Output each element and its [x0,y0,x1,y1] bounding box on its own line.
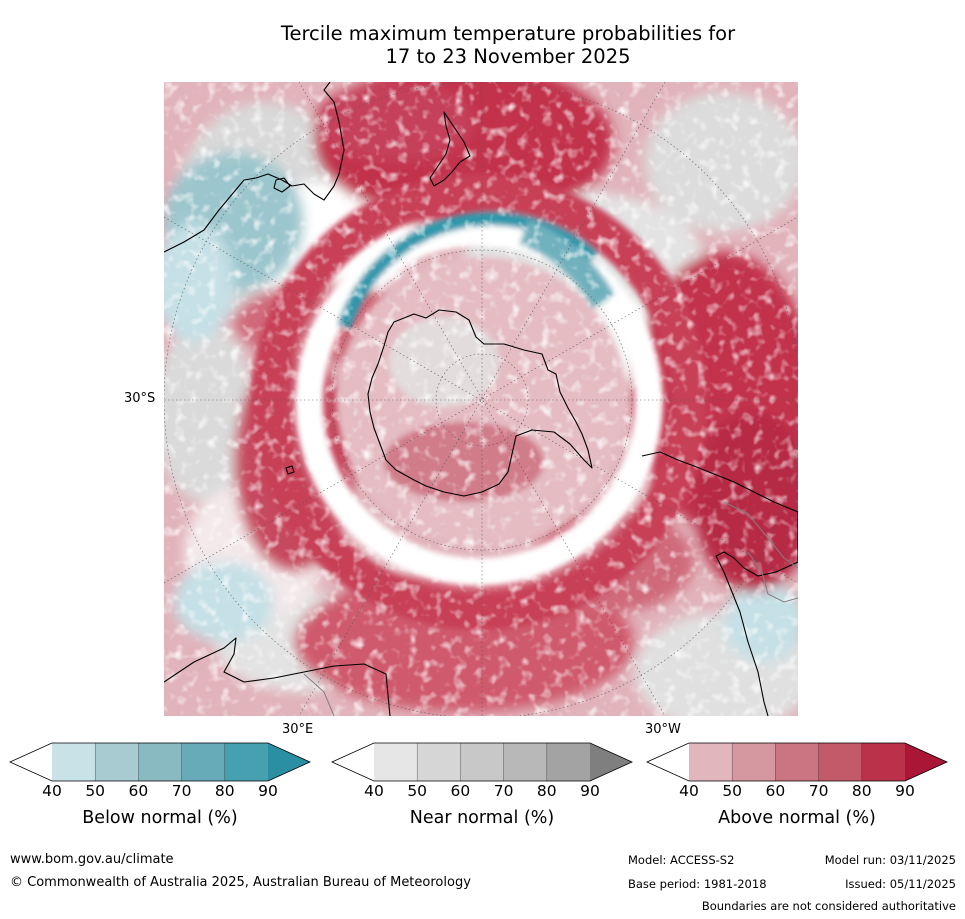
footer-url[interactable]: www.bom.gov.au/climate [10,852,174,867]
border-south-america [747,551,798,603]
colorbar-above-segment [775,743,819,781]
colorbar-below-label: Below normal (%) [82,808,238,828]
colorbar-below-tick-label: 90 [258,782,278,800]
colorbar-above-segment [861,743,905,781]
coastline-africa [164,637,391,716]
footer-model: Model: ACCESS-S2 [628,853,735,867]
footer-disclaimer: Boundaries are not considered authoritat… [701,899,956,913]
colorbar-below-tick-label: 80 [214,782,235,800]
footer-base-period: Base period: 1981-2018 [628,877,767,891]
title-line-1: Tercile maximum temperature probabilitie… [280,22,736,45]
colorbar-above-outline [646,742,948,782]
colorbar-near-segment [546,743,590,781]
colorbar-below-segment [52,743,96,781]
colorbar-near-tick-label: 40 [364,782,384,800]
colorbar-near-segment [503,743,547,781]
title-line-2: 17 to 23 November 2025 [385,45,631,68]
coastline-new-zealand [429,111,471,187]
colorbar-below-max-extension [268,743,310,781]
coastline-tasmania [273,177,291,193]
colorbar-near-tick-label: 80 [536,782,557,800]
footer-model-run: Model run: 03/11/2025 [824,853,956,867]
colorbar-above-tick-label: 90 [895,782,915,800]
colorbar-below-tick-label: 60 [128,782,149,800]
colorbar-above-tick-label: 50 [722,782,743,800]
colorbar-near-max-extension [590,743,632,781]
colorbar-above-normal [646,742,948,782]
colorbar-near-label: Near normal (%) [409,808,555,828]
colorbar-near-ticks: 40 50 60 70 80 90 [332,782,632,802]
map-title: Tercile maximum temperature probabilitie… [160,22,856,68]
colorbar-above-segment [732,743,776,781]
colorbar-near-tick-label: 50 [407,782,428,800]
colorbar-below-segment [181,743,225,781]
colorbar-above-tick-label: 70 [808,782,829,800]
colorbar-above-tick-label: 80 [851,782,872,800]
colorbar-below-segment [95,743,139,781]
colorbar-above-tick-label: 40 [679,782,699,800]
colorbar-below-normal [9,742,311,782]
colorbar-above-ticks: 40 50 60 70 80 90 [647,782,947,802]
colorbar-near-tick-label: 70 [493,782,514,800]
colorbar-near-segment [460,743,504,781]
colorbar-near-outline [331,742,633,782]
colorbar-above-min-extension [647,743,689,781]
colorbar-below-outline [9,742,311,782]
footer-issued: Issued: 05/11/2025 [845,877,956,891]
polar-map-canvas [164,82,798,716]
colorbar-above-label: Above normal (%) [718,808,876,828]
colorbar-near-graphic [331,742,633,782]
colorbar-near-normal [331,742,633,782]
colorbar-below-segment [138,743,182,781]
colorbar-below-ticks: 40 50 60 70 80 90 [10,782,310,802]
colorbar-near-min-extension [332,743,374,781]
graticule [164,82,798,716]
colorbar-above-segment [689,743,733,781]
colorbar-below-segment [224,743,268,781]
colorbar-near-segment [417,743,461,781]
colorbar-near-segment [374,743,418,781]
colorbar-below-tick-label: 50 [85,782,106,800]
colorbar-above-segment [818,743,862,781]
coastline-kerguelen [285,465,295,475]
colorbar-above-max-extension [905,743,947,781]
field-texture [164,82,798,716]
colorbar-near-tick-label: 60 [450,782,471,800]
colorbar-near-tick-label: 90 [580,782,600,800]
colorbar-below-min-extension [10,743,52,781]
border-south-america [723,501,798,569]
polar-map [164,82,798,716]
colorbar-below-tick-label: 40 [42,782,62,800]
colorbar-below-tick-label: 70 [171,782,192,800]
colorbar-above-tick-label: 60 [765,782,786,800]
latitude-label: 30°S [124,391,156,406]
coastline-antarctica [367,309,593,497]
coastline-australia [164,82,345,253]
longitude-label-west: 30°W [645,722,681,737]
colorbar-above-graphic [646,742,948,782]
colorbar-below-graphic [9,742,311,782]
longitude-label-east: 30°E [282,722,314,737]
border-africa [303,673,335,716]
footer-copyright: © Commonwealth of Australia 2025, Austra… [10,875,471,890]
coastline-south-america [641,451,798,716]
